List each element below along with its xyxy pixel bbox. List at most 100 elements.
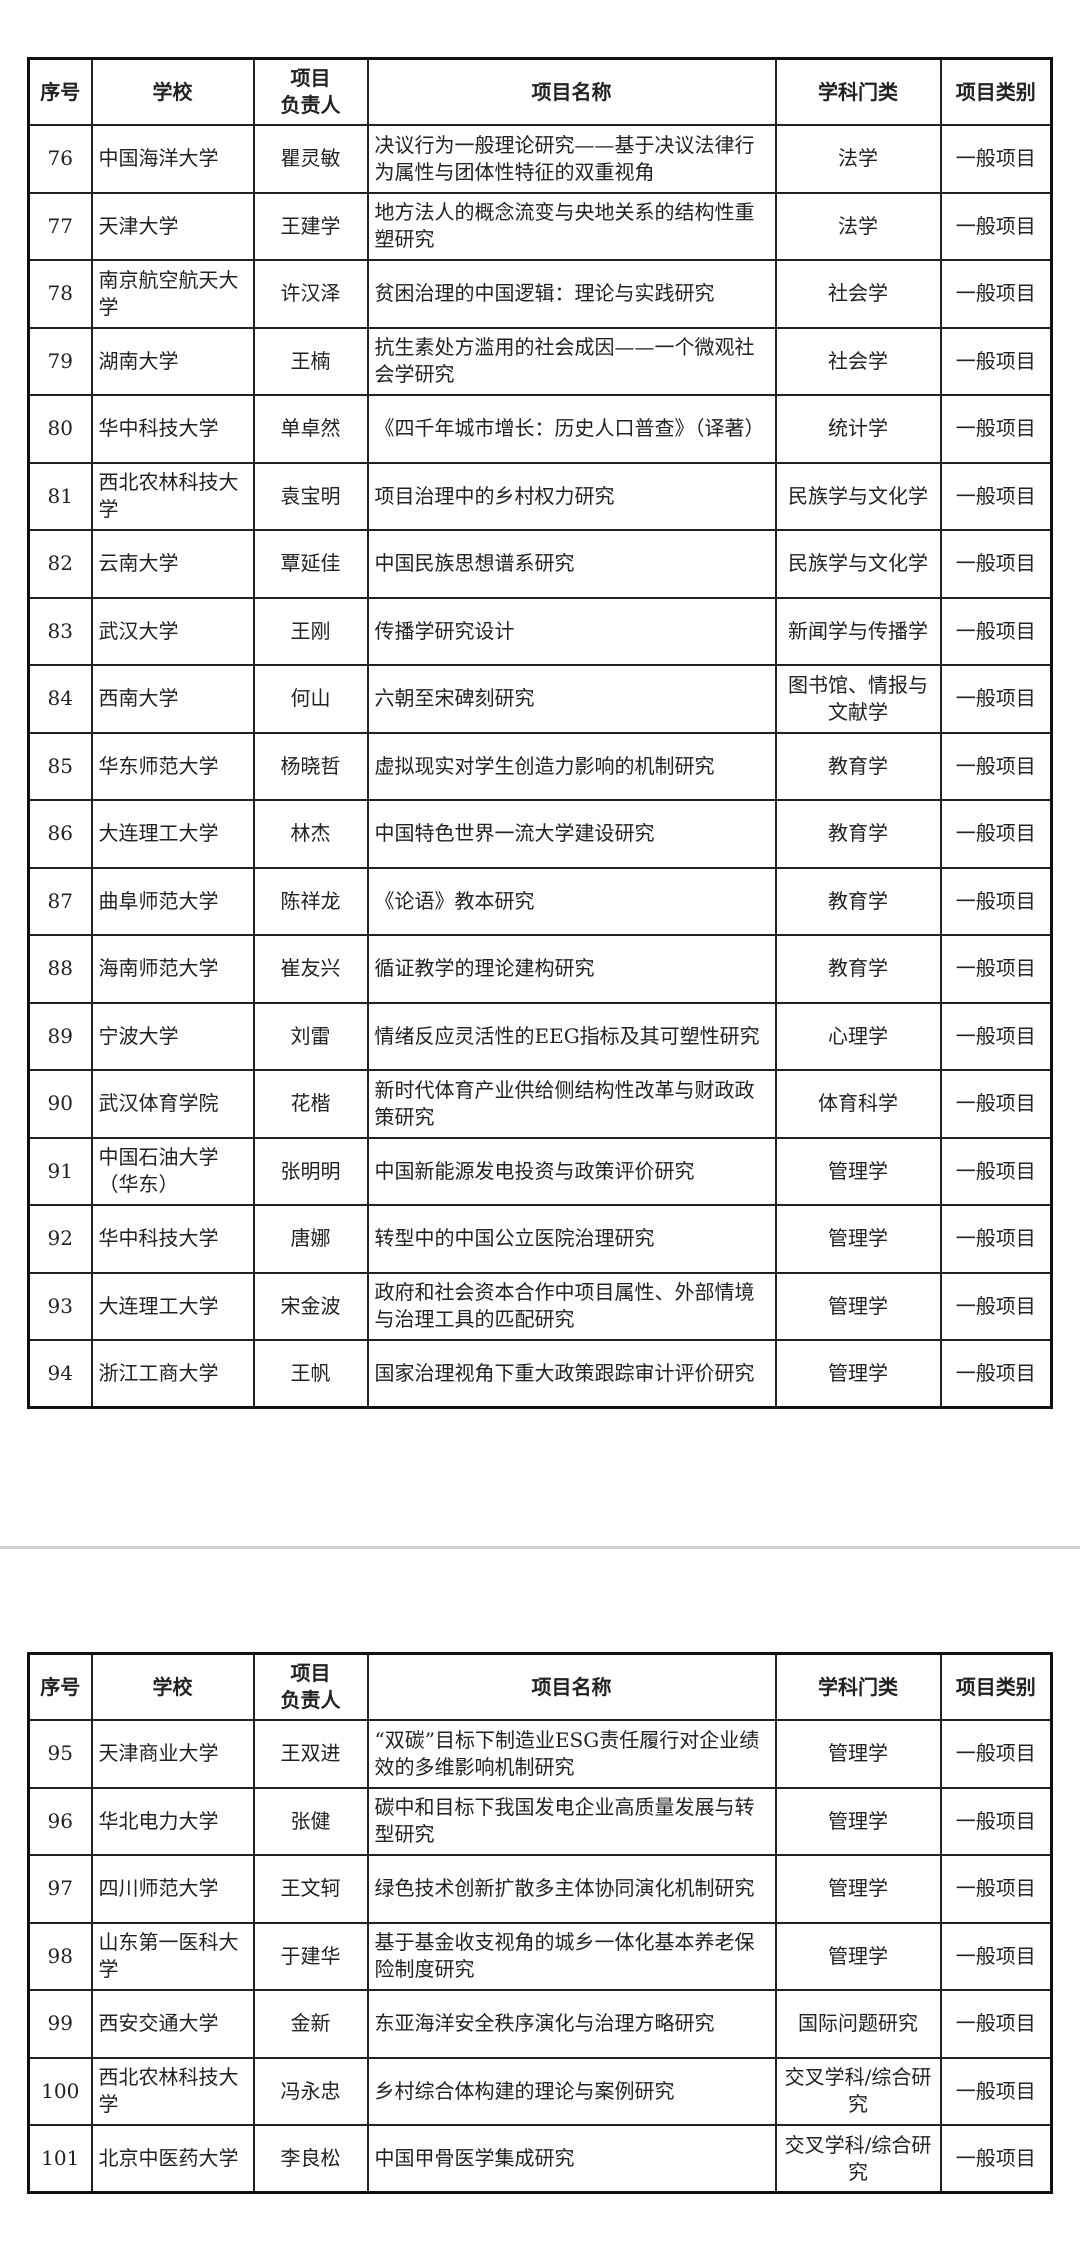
cell-leader: 张明明 (252, 1136, 369, 1206)
cell-number: 88 (27, 934, 93, 1004)
cell-number: 84 (27, 664, 93, 734)
cell-project-name: 转型中的中国公立医院治理研究 (366, 1204, 777, 1274)
table-row: 100 西北农林科技大学 冯永忠 乡村综合体构建的理论与案例研究 交叉学科/综合研究 一般… (27, 2056, 1053, 2126)
cell-school: 武汉体育学院 (90, 1069, 255, 1139)
cell-school: 曲阜师范大学 (90, 866, 255, 936)
header-leader: 项目 负责人 (252, 1652, 369, 1721)
table-row: 92 华中科技大学 唐娜 转型中的中国公立医院治理研究 管理学 一般项目 (27, 1204, 1053, 1274)
cell-number: 91 (27, 1136, 93, 1206)
cell-leader: 杨晓哲 (252, 731, 369, 801)
cell-school: 西北农林科技大学 (90, 2056, 255, 2126)
cell-school: 武汉大学 (90, 596, 255, 666)
cell-category: 一般项目 (939, 1271, 1053, 1341)
cell-school: 华中科技大学 (90, 394, 255, 464)
cell-school: 云南大学 (90, 529, 255, 599)
cell-school: 四川师范大学 (90, 1854, 255, 1924)
table-row: 95 天津商业大学 王双进 “双碳”目标下制造业ESG责任履行对企业绩效的多维影响机制… (27, 1719, 1053, 1789)
cell-number: 77 (27, 191, 93, 261)
cell-leader: 瞿灵敏 (252, 124, 369, 194)
table-row: 86 大连理工大学 林杰 中国特色世界一流大学建设研究 教育学 一般项目 (27, 799, 1053, 869)
cell-school: 宁波大学 (90, 1001, 255, 1071)
cell-project-name: 决议行为一般理论研究——基于决议法律行为属性与团体性特征的双重视角 (366, 124, 777, 194)
table-header-row: 序号 学校 项目 负责人 项目名称 学科门类 项目类别 (27, 1652, 1053, 1721)
cell-discipline: 交叉学科/综合研究 (774, 2056, 942, 2126)
cell-leader: 刘雷 (252, 1001, 369, 1071)
header-category: 项目类别 (939, 57, 1053, 126)
cell-number: 76 (27, 124, 93, 194)
cell-school: 天津大学 (90, 191, 255, 261)
cell-leader: 崔友兴 (252, 934, 369, 1004)
cell-discipline: 法学 (774, 124, 942, 194)
cell-project-name: 循证教学的理论建构研究 (366, 934, 777, 1004)
cell-category: 一般项目 (939, 1921, 1053, 1991)
table-row: 99 西安交通大学 金新 东亚海洋安全秩序演化与治理方略研究 国际问题研究 一般项目 (27, 1989, 1053, 2059)
project-table-page-2: 序号 学校 项目 负责人 项目名称 学科门类 项目类别 95 天津商业大学 王双进 “双碳”目标… (27, 1652, 1053, 2194)
cell-category: 一般项目 (939, 2124, 1053, 2194)
table-row: 87 曲阜师范大学 陈祥龙 《论语》教本研究 教育学 一般项目 (27, 866, 1053, 936)
cell-category: 一般项目 (939, 124, 1053, 194)
cell-number: 95 (27, 1719, 93, 1789)
header-discipline: 学科门类 (774, 57, 942, 126)
cell-project-name: 情绪反应灵活性的EEG指标及其可塑性研究 (366, 1001, 777, 1071)
cell-project-name: 抗生素处方滥用的社会成因——一个微观社会学研究 (366, 326, 777, 396)
cell-leader: 王建学 (252, 191, 369, 261)
table-row: 82 云南大学 覃延佳 中国民族思想谱系研究 民族学与文化学 一般项目 (27, 529, 1053, 599)
cell-category: 一般项目 (939, 866, 1053, 936)
cell-school: 西安交通大学 (90, 1989, 255, 2059)
table-header-row: 序号 学校 项目 负责人 项目名称 学科门类 项目类别 (27, 57, 1053, 126)
cell-discipline: 社会学 (774, 326, 942, 396)
table-row: 96 华北电力大学 张健 碳中和目标下我国发电企业高质量发展与转型研究 管理学 一般项目 (27, 1786, 1053, 1856)
cell-category: 一般项目 (939, 1136, 1053, 1206)
cell-discipline: 教育学 (774, 866, 942, 936)
cell-category: 一般项目 (939, 394, 1053, 464)
cell-project-name: “双碳”目标下制造业ESG责任履行对企业绩效的多维影响机制研究 (366, 1719, 777, 1789)
cell-discipline: 管理学 (774, 1921, 942, 1991)
header-project-name: 项目名称 (366, 57, 777, 126)
table-row: 88 海南师范大学 崔友兴 循证教学的理论建构研究 教育学 一般项目 (27, 934, 1053, 1004)
cell-discipline: 管理学 (774, 1204, 942, 1274)
cell-number: 85 (27, 731, 93, 801)
table-row: 90 武汉体育学院 花楷 新时代体育产业供给侧结构性改革与财政政策研究 体育科学 一般项目 (27, 1069, 1053, 1139)
cell-leader: 覃延佳 (252, 529, 369, 599)
table-row: 89 宁波大学 刘雷 情绪反应灵活性的EEG指标及其可塑性研究 心理学 一般项目 (27, 1001, 1053, 1071)
cell-project-name: 项目治理中的乡村权力研究 (366, 461, 777, 531)
page-separator (0, 1546, 1080, 1549)
table-row: 91 中国石油大学（华东） 张明明 中国新能源发电投资与政策评价研究 管理学 一般项目 (27, 1136, 1053, 1206)
cell-number: 94 (27, 1339, 93, 1409)
cell-project-name: 《论语》教本研究 (366, 866, 777, 936)
cell-project-name: 政府和社会资本合作中项目属性、外部情境与治理工具的匹配研究 (366, 1271, 777, 1341)
table-row: 98 山东第一医科大学 于建华 基于基金收支视角的城乡一体化基本养老保险制度研究 管理学… (27, 1921, 1053, 1991)
cell-number: 82 (27, 529, 93, 599)
cell-project-name: 绿色技术创新扩散多主体协同演化机制研究 (366, 1854, 777, 1924)
table-row: 94 浙江工商大学 王帆 国家治理视角下重大政策跟踪审计评价研究 管理学 一般项目 (27, 1339, 1053, 1409)
cell-discipline: 管理学 (774, 1339, 942, 1409)
table-row: 81 西北农林科技大学 袁宝明 项目治理中的乡村权力研究 民族学与文化学 一般项目 (27, 461, 1053, 531)
cell-project-name: 新时代体育产业供给侧结构性改革与财政政策研究 (366, 1069, 777, 1139)
cell-discipline: 民族学与文化学 (774, 461, 942, 531)
cell-category: 一般项目 (939, 664, 1053, 734)
cell-number: 89 (27, 1001, 93, 1071)
header-leader: 项目 负责人 (252, 57, 369, 126)
cell-number: 96 (27, 1786, 93, 1856)
cell-leader: 单卓然 (252, 394, 369, 464)
cell-leader: 王刚 (252, 596, 369, 666)
cell-project-name: 六朝至宋碑刻研究 (366, 664, 777, 734)
project-table-page-1: 序号 学校 项目 负责人 项目名称 学科门类 项目类别 76 中国海洋大学 瞿灵敏 决议行为一般… (27, 57, 1053, 1409)
cell-school: 华北电力大学 (90, 1786, 255, 1856)
cell-category: 一般项目 (939, 1001, 1053, 1071)
cell-discipline: 管理学 (774, 1136, 942, 1206)
cell-project-name: 中国新能源发电投资与政策评价研究 (366, 1136, 777, 1206)
cell-school: 西北农林科技大学 (90, 461, 255, 531)
header-number: 序号 (27, 1652, 93, 1721)
table-row: 78 南京航空航天大学 许汉泽 贫困治理的中国逻辑：理论与实践研究 社会学 一般项目 (27, 259, 1053, 329)
cell-school: 天津商业大学 (90, 1719, 255, 1789)
cell-number: 87 (27, 866, 93, 936)
cell-category: 一般项目 (939, 1069, 1053, 1139)
cell-school: 华中科技大学 (90, 1204, 255, 1274)
cell-category: 一般项目 (939, 1989, 1053, 2059)
cell-discipline: 教育学 (774, 934, 942, 1004)
cell-leader: 李良松 (252, 2124, 369, 2194)
header-school: 学校 (90, 1652, 255, 1721)
cell-number: 80 (27, 394, 93, 464)
cell-category: 一般项目 (939, 596, 1053, 666)
